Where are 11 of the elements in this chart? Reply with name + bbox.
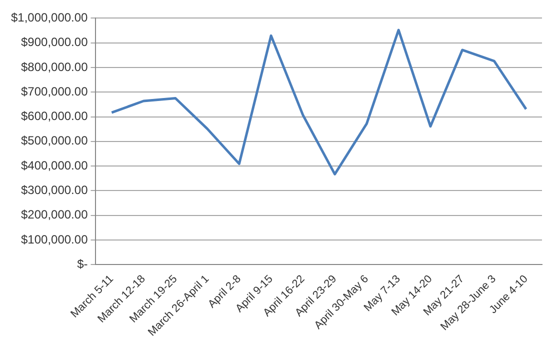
y-tick-label: $800,000.00	[21, 60, 88, 74]
y-tick-label: $1,000,000.00	[10, 10, 88, 25]
y-tick-label: $-	[77, 256, 88, 271]
y-tick-label: $300,000.00	[21, 182, 88, 197]
y-tick-label: $700,000.00	[21, 84, 88, 98]
y-tick-label: $600,000.00	[21, 109, 88, 124]
y-tick-label: $100,000.00	[21, 232, 88, 246]
y-tick-label: $500,000.00	[21, 134, 88, 148]
y-tick-label: $200,000.00	[21, 208, 88, 222]
y-tick-label: $900,000.00	[21, 35, 88, 50]
y-tick-label: $400,000.00	[21, 158, 88, 172]
